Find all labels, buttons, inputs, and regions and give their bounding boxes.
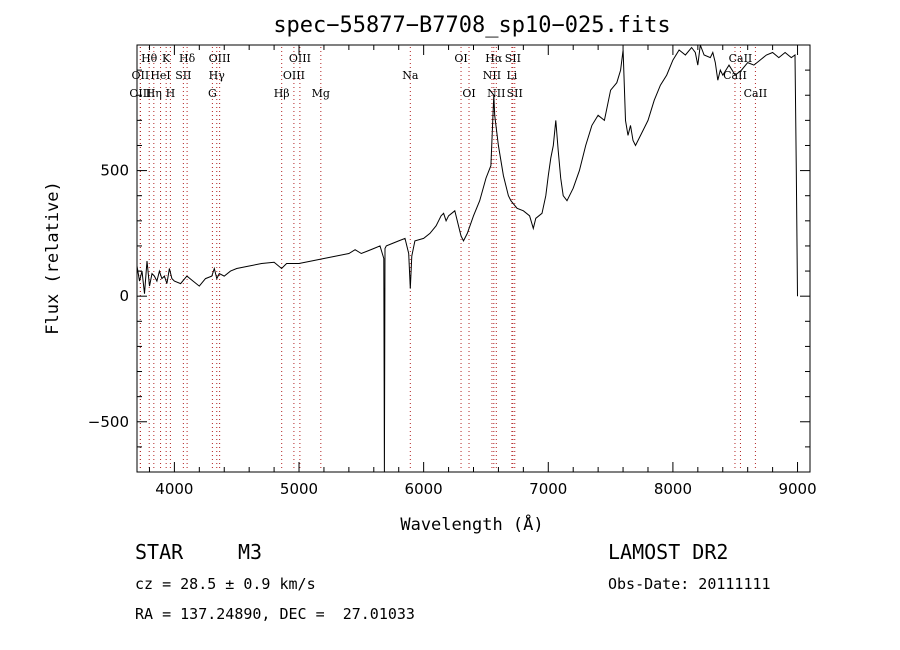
line-label-5: Hη — [146, 87, 162, 100]
y-axis: −500 0 500 — [88, 44, 810, 473]
line-label-20: SII — [505, 52, 521, 65]
line-label-1: OII — [132, 69, 150, 82]
line-label-10: Hγ — [209, 69, 226, 82]
plot-frame — [136, 44, 811, 473]
line-label-4: HeI — [150, 69, 170, 82]
line-label-24: SII — [507, 87, 523, 100]
y-tick-label-2: 500 — [100, 162, 129, 180]
object-class: STAR — [135, 540, 184, 564]
line-label-9: OIII — [209, 52, 231, 65]
line-label-22: Li — [506, 69, 517, 82]
y-tick-label-1: 0 — [119, 287, 129, 305]
line-label-23: NII — [487, 87, 505, 100]
line-label-21: NII — [483, 69, 501, 82]
line-label-17: OI — [454, 52, 467, 65]
x-tick-label-2: 6000 — [405, 480, 443, 498]
x-tick-label-0: 4000 — [155, 480, 193, 498]
x-tick-label-4: 8000 — [654, 480, 692, 498]
line-label-15: Mg — [312, 87, 330, 100]
spectrum-line — [136, 44, 798, 473]
x-tick-label-1: 5000 — [280, 480, 318, 498]
line-label-18: OI — [462, 87, 475, 100]
line-label-27: CaII — [744, 87, 768, 100]
redshift-velocity: cz = 28.5 ± 0.9 km/s — [135, 575, 316, 593]
line-label-0: Hθ — [141, 52, 158, 65]
object-subclass: M3 — [238, 540, 263, 564]
ra-dec-coordinates: RA = 137.24890, DEC = 27.01033 — [135, 605, 415, 623]
x-axis: 4000 5000 6000 7000 8000 9000 — [148, 45, 817, 498]
line-label-8: H — [166, 87, 176, 100]
line-label-3: K — [162, 52, 171, 65]
spectral-line-markers — [139, 47, 756, 471]
line-label-25: CaII — [729, 52, 753, 65]
y-axis-label: Flux (relative) — [43, 181, 63, 335]
spectral-line-labels: Hθ OII OIII K HeI Hη Hδ SII H OIII Hγ G OIII OIII Hβ Mg… — [129, 52, 767, 100]
survey-name: LAMOST DR2 — [608, 540, 729, 564]
x-tick-label-3: 7000 — [529, 480, 567, 498]
line-label-6: Hδ — [179, 52, 196, 65]
x-tick-label-5: 9000 — [778, 480, 816, 498]
line-label-7: SII — [175, 69, 191, 82]
line-label-13: OIII — [283, 69, 305, 82]
line-label-11: G — [208, 87, 217, 100]
line-label-19: Hα — [485, 52, 503, 65]
line-label-12: OIII — [289, 52, 311, 65]
x-axis-label: Wavelength (Å) — [400, 513, 543, 535]
observation-date: Obs-Date: 20111111 — [608, 575, 771, 593]
y-tick-label-0: −500 — [88, 413, 129, 431]
chart-title: spec−55877−B7708_sp10−025.fits — [273, 13, 670, 38]
line-label-14: Hβ — [274, 87, 290, 100]
line-label-2: OIII — [129, 87, 151, 100]
line-label-16: Na — [402, 69, 419, 82]
